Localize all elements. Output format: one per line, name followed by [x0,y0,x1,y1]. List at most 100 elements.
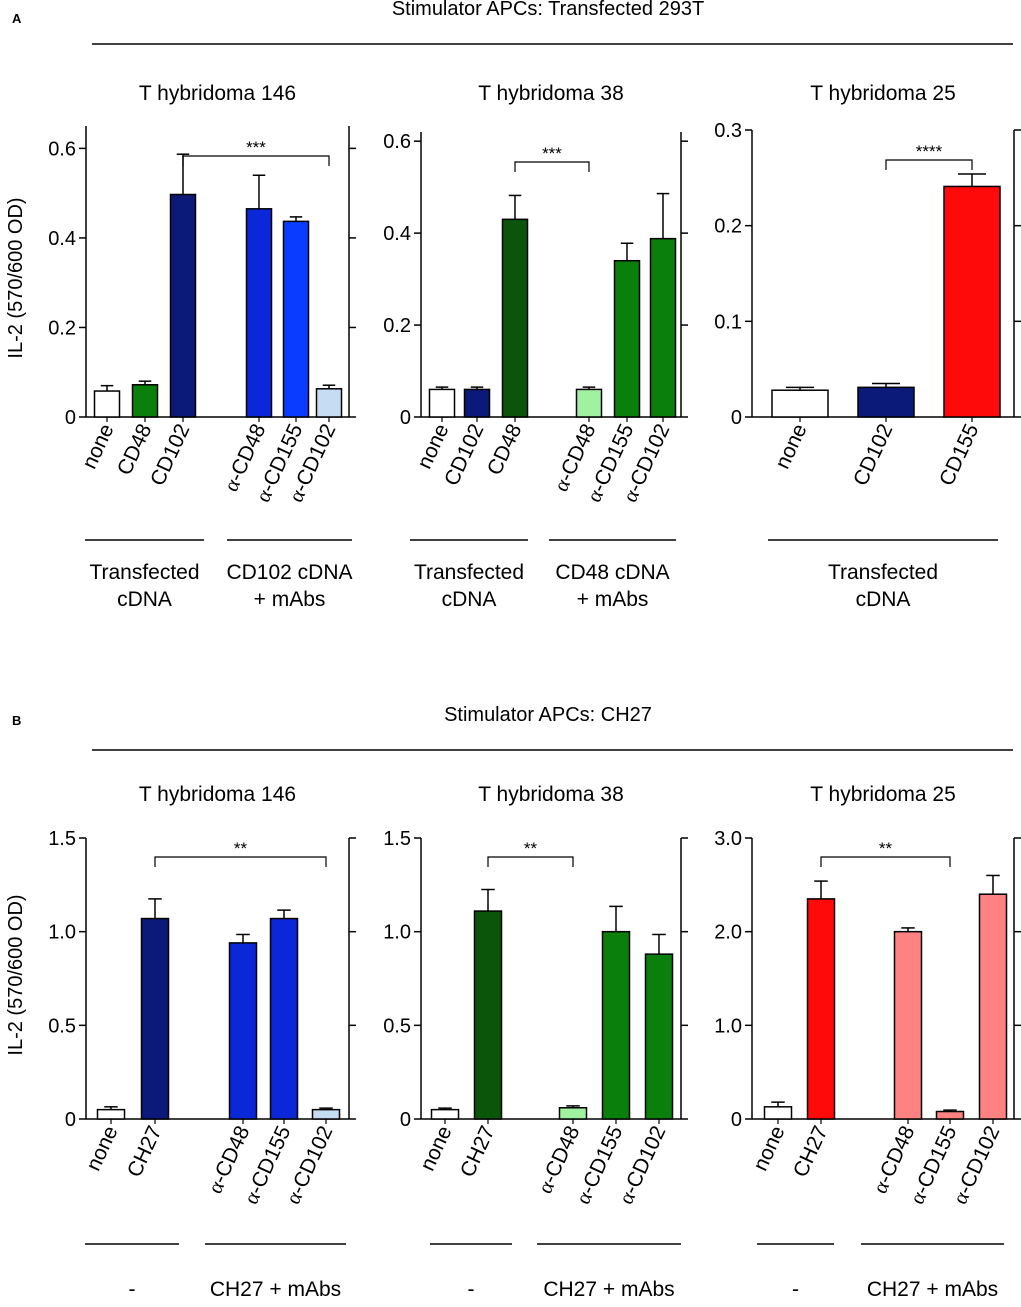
bar [315,388,343,418]
bar [169,193,197,418]
y-tick-label: 1.0 [714,1015,742,1037]
group-label: - [792,1278,799,1301]
y-tick-label: 0 [400,407,411,429]
significance-bracket [154,856,327,867]
y-axis-label-b: IL-2 (570/600 OD) [5,894,27,1055]
stimulator-title-a: Stimulator APCs: Transfected 293T [392,0,704,20]
bar [428,388,456,418]
chart-title: T hybridoma 25 [810,82,956,105]
panel-letter-a: A [12,11,22,26]
y-tick-label: 0.2 [714,216,742,238]
category-label: CD102 [849,420,897,489]
category-label: none [82,1122,123,1174]
significance-label: ** [879,839,893,858]
y-tick-label: 0 [65,1109,76,1131]
bar [857,386,915,418]
bar [771,389,829,418]
bar [806,898,836,1120]
category-label: CH27 [456,1122,500,1180]
category-label: none [771,420,812,472]
y-tick-label: 1.0 [383,922,411,944]
bar [473,910,503,1120]
bar [131,384,159,418]
category-label: CD155 [935,420,983,489]
y-tick-label: 0.6 [48,138,76,160]
group-label: cDNA [856,588,911,611]
chart-title: T hybridoma 146 [139,783,296,806]
chart-a2: T hybridoma 3800.20.40.6noneCD102CD48α-C… [383,82,688,611]
chart-title: T hybridoma 38 [478,783,624,806]
bar [245,208,273,418]
y-tick-label: 1.5 [48,828,76,850]
group-label: CH27 + mAbs [543,1278,674,1301]
category-label: CH27 [789,1122,833,1180]
category-label: CH27 [123,1122,167,1180]
group-label: cDNA [442,588,497,611]
y-tick-label: 1.5 [383,828,411,850]
bar [978,893,1008,1120]
y-tick-label: 2.0 [714,922,742,944]
y-tick-label: 0 [731,1109,742,1131]
significance-bracket [487,856,574,867]
bar [893,930,923,1120]
bar [269,917,299,1120]
significance-bracket [514,161,590,172]
bar [613,259,641,418]
bar [96,1108,126,1120]
y-tick-label: 0.2 [383,315,411,337]
bar [463,388,491,418]
y-tick-label: 0 [65,407,76,429]
y-tick-label: 0 [731,407,742,429]
bar [575,388,603,418]
chart-a3: T hybridoma 25 0 0.1 0.2 0.3 none CD102 CD155 **… [714,82,1021,611]
y-axis-label-a: IL-2 (570/600 OD) [5,197,27,358]
significance-label: **** [916,142,943,161]
significance-bracket [182,155,330,166]
y-tick-label: 3.0 [714,828,742,850]
y-tick-label: 1.0 [48,922,76,944]
bar [558,1107,588,1120]
category-label: none [78,420,119,472]
bar [649,237,677,418]
significance-bracket [885,159,973,170]
stimulator-title-b: Stimulator APCs: CH27 [444,704,652,726]
y-tick-label: 0.6 [383,131,411,153]
y-tick-label: 0.3 [714,120,742,142]
group-label: Transfected [828,561,938,584]
bar [93,390,121,418]
group-label: - [129,1278,136,1301]
group-label: + mAbs [254,588,326,611]
chart-title: T hybridoma 38 [478,82,624,105]
bar [943,185,1001,418]
y-tick-label: 0.1 [714,311,742,333]
bar [140,917,170,1120]
significance-label: ** [524,839,538,858]
group-label: Transfected [89,561,199,584]
group-label: CD102 cDNA [226,561,352,584]
group-label: CH27 + mAbs [210,1278,341,1301]
significance-label: *** [246,138,266,157]
group-label: cDNA [117,588,172,611]
bar [311,1108,341,1120]
panel-letter-b: B [12,713,21,728]
group-label: + mAbs [577,588,649,611]
y-tick-label: 0.4 [48,228,76,250]
bar [430,1108,460,1120]
category-label: none [749,1122,790,1174]
chart-title: T hybridoma 25 [810,783,956,806]
significance-bracket [820,856,951,867]
significance-label: *** [542,144,562,163]
bar [935,1110,965,1120]
group-label: Transfected [414,561,524,584]
category-label: CD48 [483,420,527,478]
y-tick-label: 0.5 [383,1015,411,1037]
group-label: - [468,1278,475,1301]
bar [763,1106,793,1120]
bar [282,220,310,418]
bar [228,942,258,1120]
